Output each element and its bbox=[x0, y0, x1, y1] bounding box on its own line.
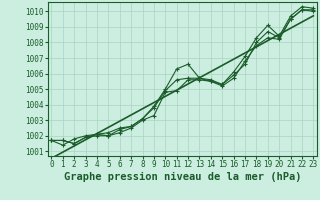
X-axis label: Graphe pression niveau de la mer (hPa): Graphe pression niveau de la mer (hPa) bbox=[64, 172, 301, 182]
